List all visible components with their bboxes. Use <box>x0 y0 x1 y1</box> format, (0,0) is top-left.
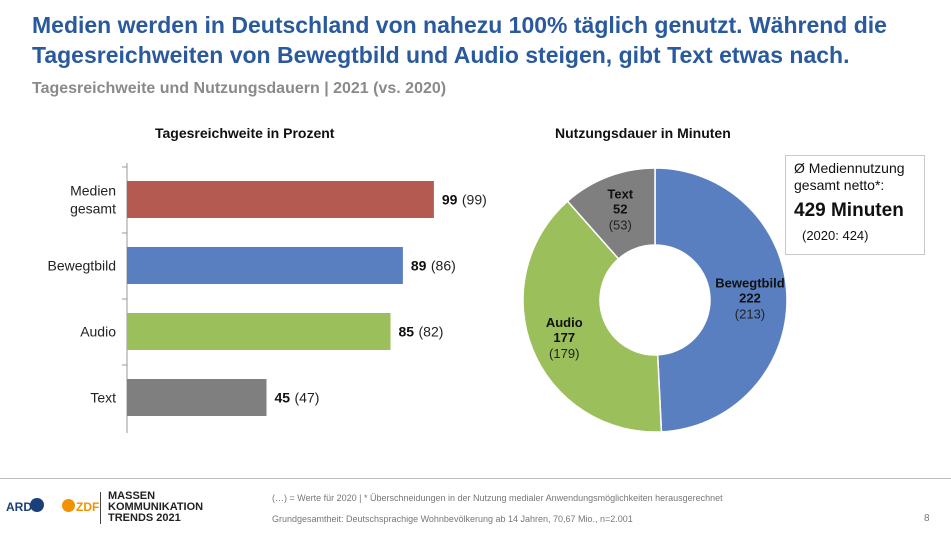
info-box-value: 429 Minuten <box>794 200 904 221</box>
info-box-label: Ø Mediennutzung gesamt netto*: <box>794 160 916 194</box>
bar-previous-value-label: (82) <box>419 324 444 340</box>
zdf-logo-icon <box>62 499 75 512</box>
bar-value-label: 89 <box>411 258 427 274</box>
page-number: 8 <box>924 513 930 524</box>
bar-value-label: 85 <box>399 324 415 340</box>
info-box: Ø Mediennutzung gesamt netto*: 429 Minut… <box>785 155 925 255</box>
bar-value-label: 45 <box>275 390 291 406</box>
brand-line-2: KOMMUNIKATION <box>108 501 204 513</box>
headline: Medien werden in Deutschland von nahezu … <box>32 12 887 68</box>
bar-previous-value-label: (99) <box>462 192 487 208</box>
bar-previous-value-label: (47) <box>295 390 320 406</box>
brand-logo: MASSEN KOMMUNIKATION TRENDS 2021 <box>108 491 203 524</box>
bar <box>127 247 403 284</box>
bar-value-label: 99 <box>442 192 458 208</box>
zdf-logo: ZDF <box>76 500 100 514</box>
donut-segment <box>566 167 656 260</box>
donut-chart-title: Nutzungsdauer in Minuten <box>555 125 731 141</box>
segment-value-label: 52 <box>613 201 627 216</box>
footer-divider-line <box>0 478 951 479</box>
brand-line-3: TRENDS 2021 <box>108 512 181 524</box>
subtitle: Tagesreichweite und Nutzungsdauern | 202… <box>32 80 447 97</box>
footnote-legend: (…) = Werte für 2020 | * Überschneidunge… <box>272 493 723 503</box>
segment-previous-value-label: (179) <box>549 346 579 361</box>
ard-logo: ARD <box>6 500 32 514</box>
bar <box>127 379 267 416</box>
segment-value-label: 222 <box>739 291 761 306</box>
bar-chart-title: Tagesreichweite in Prozent <box>155 125 335 141</box>
info-box-label-line2: gesamt netto*: <box>794 177 885 193</box>
logo-divider <box>100 492 101 524</box>
brand-line-1: MASSEN <box>108 490 156 502</box>
category-label: Bewegtbild <box>48 258 117 274</box>
segment-category-label: Audio <box>546 315 583 330</box>
info-box-previous: (2020: 424) <box>802 228 869 243</box>
donut-segment <box>654 167 788 433</box>
segment-category-label: Bewegtbild <box>715 276 784 291</box>
bar <box>127 181 434 218</box>
category-label: Audio <box>80 324 116 340</box>
donut-segment <box>522 200 663 433</box>
segment-previous-value-label: (213) <box>735 307 765 322</box>
bar <box>127 313 391 350</box>
category-label: Medien <box>70 183 116 199</box>
category-label: gesamt <box>70 201 116 217</box>
segment-category-label: Text <box>607 186 633 201</box>
footnote-population: Grundgesamtheit: Deutschsprachige Wohnbe… <box>272 514 633 524</box>
category-label: Text <box>90 390 116 406</box>
bar-previous-value-label: (86) <box>431 258 456 274</box>
segment-value-label: 177 <box>553 330 575 345</box>
ard-logo-icon <box>30 498 44 512</box>
info-box-label-line1: Ø Mediennutzung <box>794 160 905 176</box>
segment-previous-value-label: (53) <box>609 217 632 232</box>
